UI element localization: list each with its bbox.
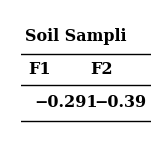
Text: −0.39: −0.39 <box>94 94 146 111</box>
Text: Soil Sampli: Soil Sampli <box>25 29 127 46</box>
Text: F1: F1 <box>28 61 51 78</box>
Text: F2: F2 <box>90 61 113 78</box>
Text: −0.291: −0.291 <box>34 94 98 111</box>
